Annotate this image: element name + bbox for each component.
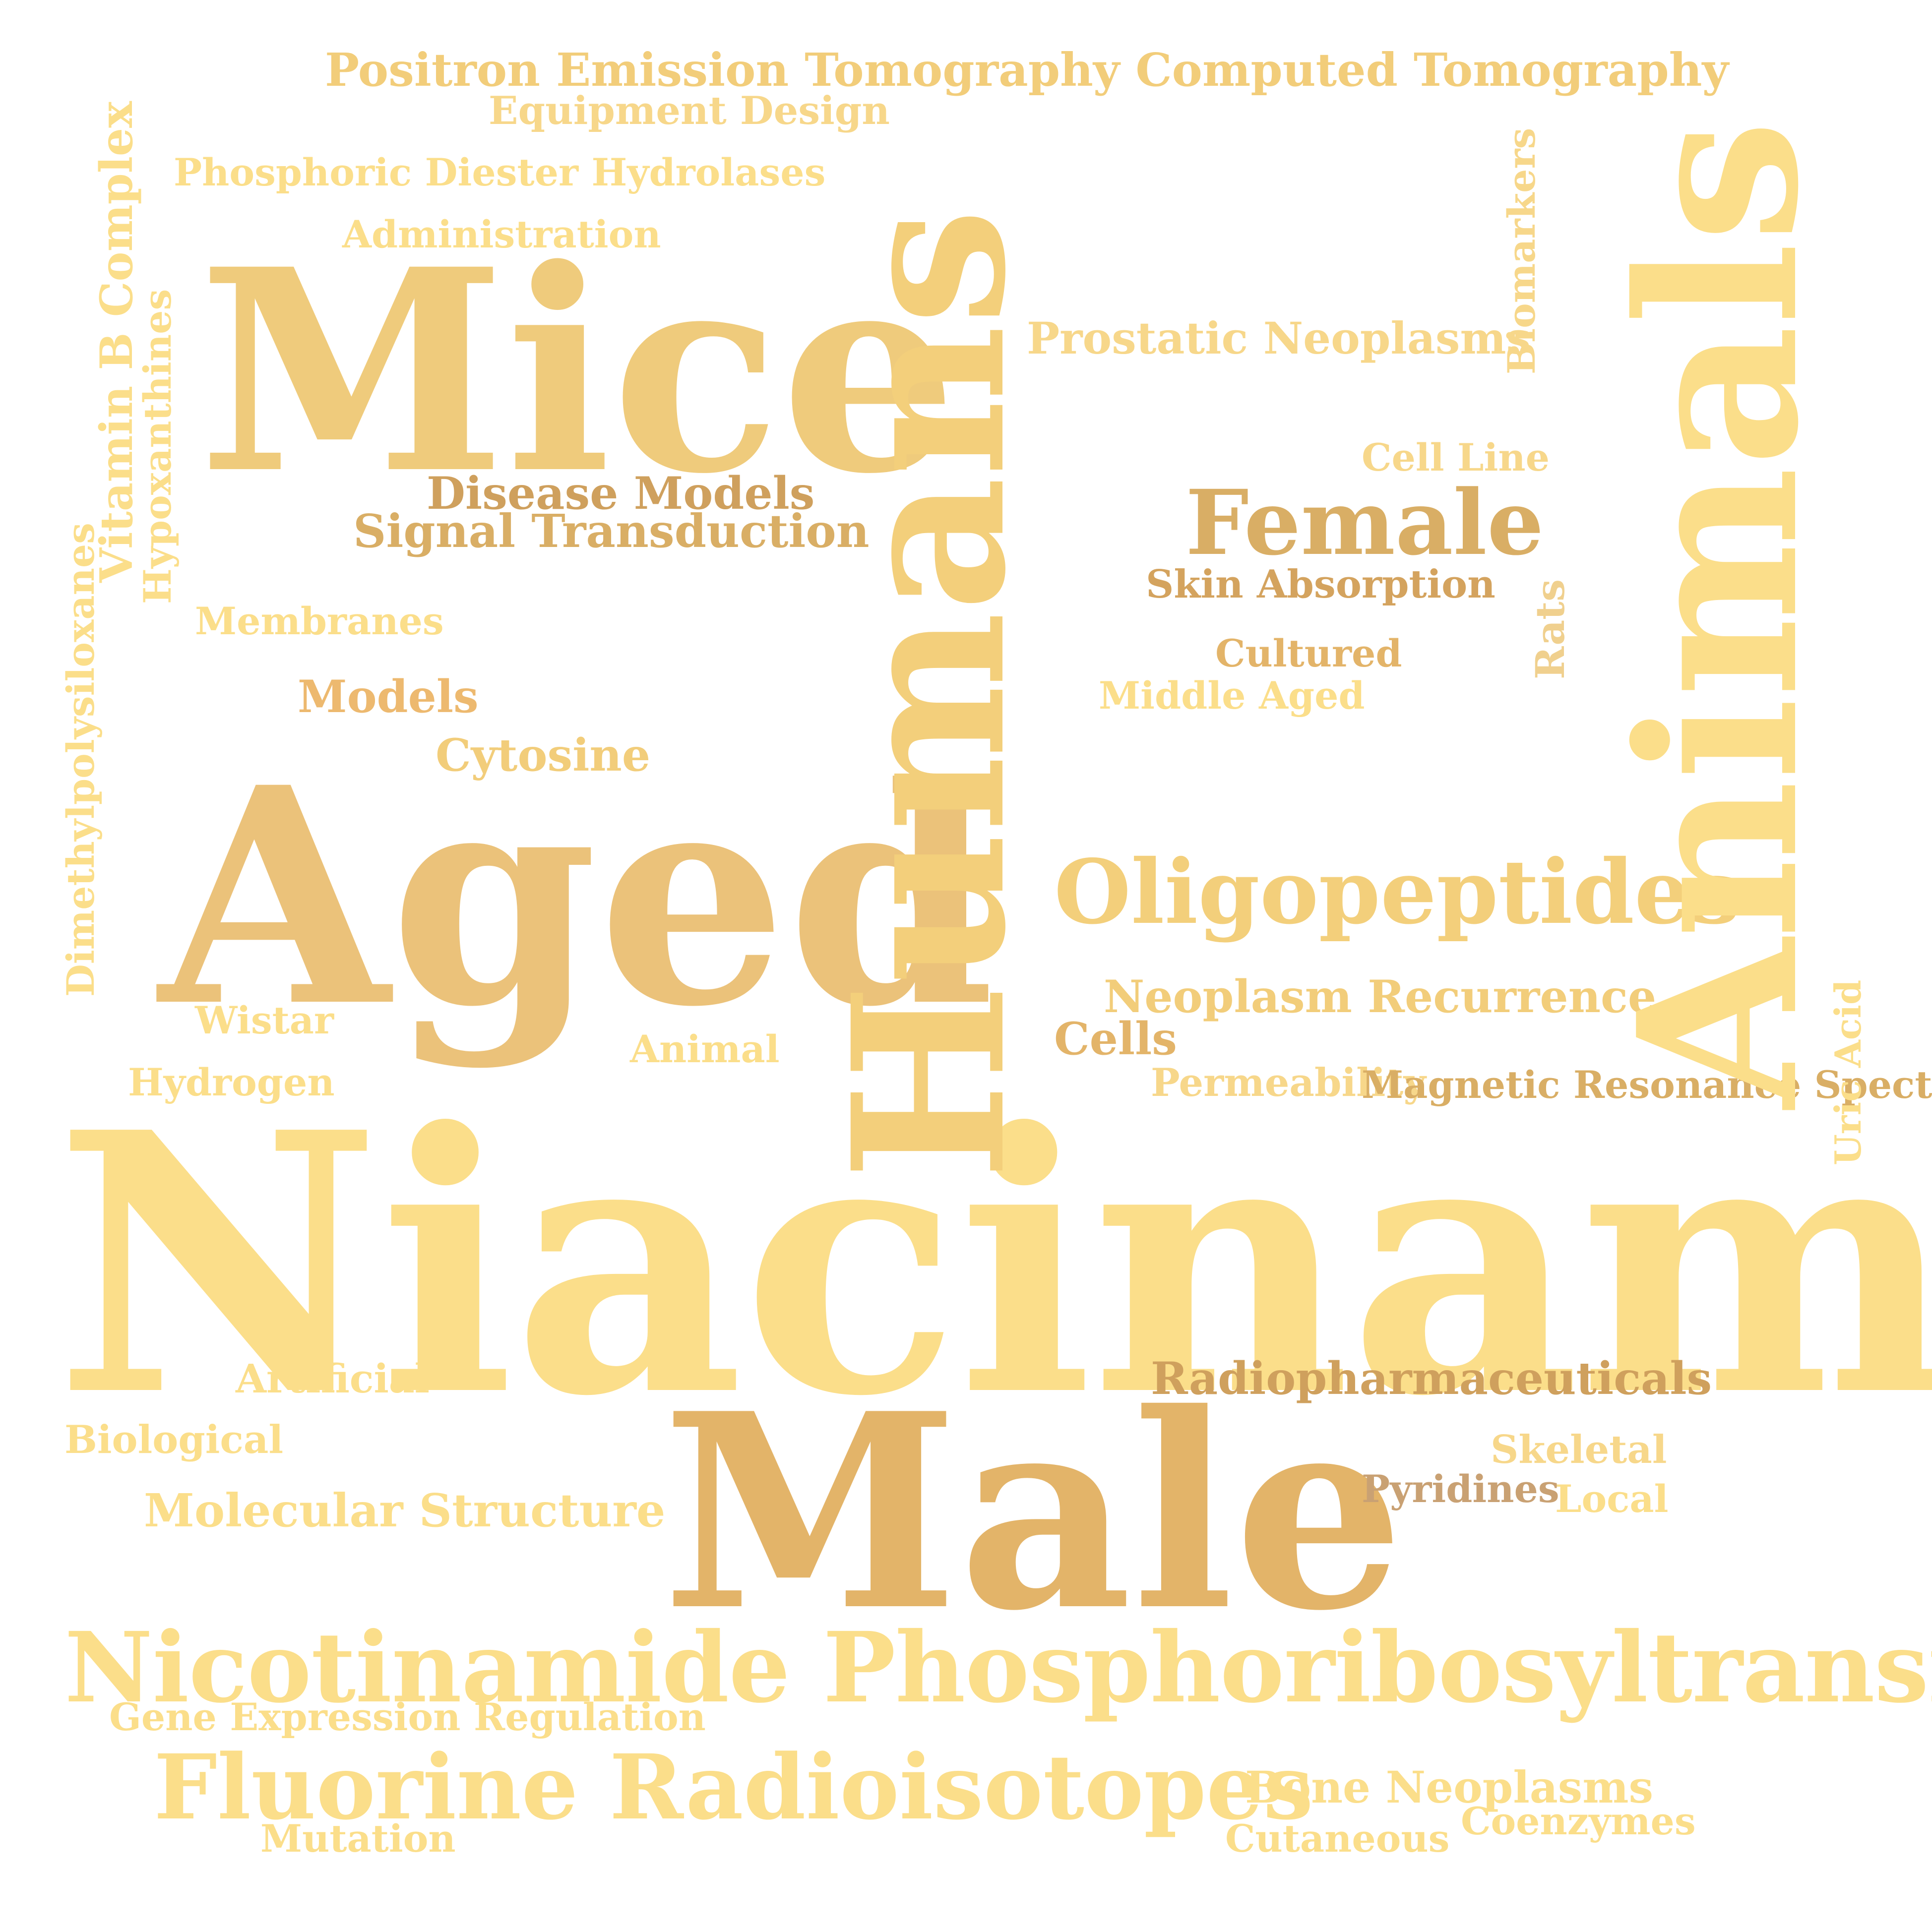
word-administration: Administration [342,212,661,256]
word-skeletal: Pyridines [1362,1467,1559,1511]
word-wistar: Animal [630,1027,780,1071]
word-molecular-structure: Gene Expression Regulation [109,1695,706,1739]
word-positron-emission-tomography: Positron Emission Tomography Computed To… [325,43,1729,97]
word-dimethylpolysiloxanes: Uric Acid [1827,979,1869,1165]
word-uric-acid: Wistar [195,998,334,1042]
word-radiopharmaceuticals: Biological [64,1417,284,1462]
word-animals: Animals [1590,120,1847,1108]
word-cells: Hydrogen [128,1060,335,1104]
word-niacinamide: Niacinamide [55,1055,1932,1474]
word-cell-line: Cell Line [1362,435,1550,480]
word-female: Female [1185,471,1544,575]
word-skin-absorption: Skin Absorption [1146,562,1496,607]
word-models: Middle Aged [1099,673,1365,718]
word-mutation: Coenzymes [1461,1799,1696,1843]
word-biomarkers: Biomarkers [1499,127,1544,374]
word-vitamin-b-complex: Vitamin B Complex [90,101,143,583]
word-diagnosis: Membranes [195,599,444,643]
word-gene-expression-regulation: Bone Neoplasms [1245,1761,1653,1813]
word-nicotinamide-phosphoribosyltransferase: Nicotinamide Phosphoribosyltransferase [64,1611,1932,1724]
word-coenzymes: Cutaneous [1225,1816,1450,1861]
word-artificial: Radiopharmaceuticals [1151,1352,1712,1405]
word-hypoxanthines: Hypoxanthines [135,289,180,604]
word-male: Male [662,1355,1405,1670]
word-pyridines: Local [1555,1477,1669,1521]
word-neoplasm-recurrence: Cells [1054,1013,1177,1065]
word-mice: Mice [198,209,957,535]
word-magnetic-resonance-spectroscopy: Artificial [236,1355,430,1402]
word-membranes: Models [298,670,479,723]
word-equipment-design: Equipment Design [489,88,890,133]
word-phosphoric-diester-hydrolases: Phosphoric Diester Hydrolases [174,150,826,194]
word-animal: Neoplasm Recurrence [1104,970,1657,1023]
word-cultured: Cultured [1215,631,1402,675]
word-permeability: Magnetic Resonance Spectroscopy [1362,1063,1932,1107]
word-signal-transduction: Signal Transduction [353,504,870,558]
word-disease-models: Disease Models [427,467,815,520]
word-aged: Aged [159,723,996,1072]
word-prostatic-neoplasms: Prostatic Neoplasms [1027,312,1531,364]
word-hydrogen: Permeability [1151,1060,1426,1105]
word-local: Molecular Structure [144,1484,666,1537]
word-biological: Skeletal [1491,1427,1667,1472]
word-fluorine-radioisotopes: Fluorine Radioisotopes [154,1735,1313,1840]
word-cytosine: Dimethylpolysiloxanes [59,523,103,997]
word-middle-aged: Cytosine [436,729,651,782]
word-humans: Humans [808,208,1052,1180]
word-oligopeptides: Oligopeptides [1054,840,1741,944]
word-rats: Rats [1527,579,1573,679]
word-bone-neoplasms: Mutation [260,1816,456,1861]
